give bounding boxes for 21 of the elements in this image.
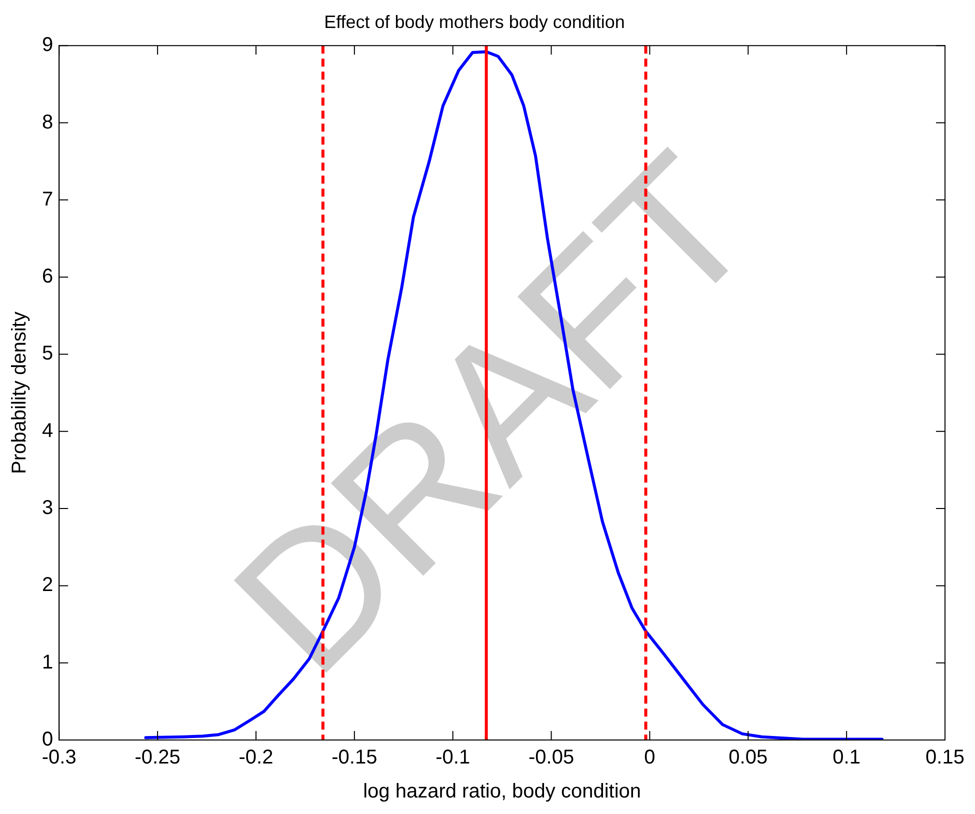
chart-title: Effect of body mothers body condition xyxy=(324,12,625,32)
x-tick-label: 0.1 xyxy=(832,746,860,769)
x-tick-label: 0.15 xyxy=(926,746,964,769)
y-tick-label: 7 xyxy=(42,188,54,210)
y-tick-label: 8 xyxy=(42,111,54,134)
y-tick-label: 5 xyxy=(42,342,54,365)
x-tick-label: -0.2 xyxy=(238,746,274,769)
y-tick-label: 1 xyxy=(42,651,54,674)
y-tick-label: 9 xyxy=(42,34,54,56)
x-tick-label: -0.1 xyxy=(436,746,470,769)
x-tick-label: 0 xyxy=(644,746,656,769)
x-axis-title: log hazard ratio, body condition xyxy=(363,780,642,803)
x-tick-label: -0.05 xyxy=(528,746,574,769)
x-tick-label: -0.15 xyxy=(332,746,378,769)
y-tick-label: 3 xyxy=(42,497,54,520)
y-axis-title: Probability density xyxy=(8,312,31,474)
y-tick-label: 6 xyxy=(42,266,54,288)
y-tick-label: 2 xyxy=(42,574,54,596)
x-tick-label: 0.05 xyxy=(728,746,768,769)
y-tick-label: 4 xyxy=(42,420,54,442)
x-tick-label: -0.25 xyxy=(134,746,180,769)
